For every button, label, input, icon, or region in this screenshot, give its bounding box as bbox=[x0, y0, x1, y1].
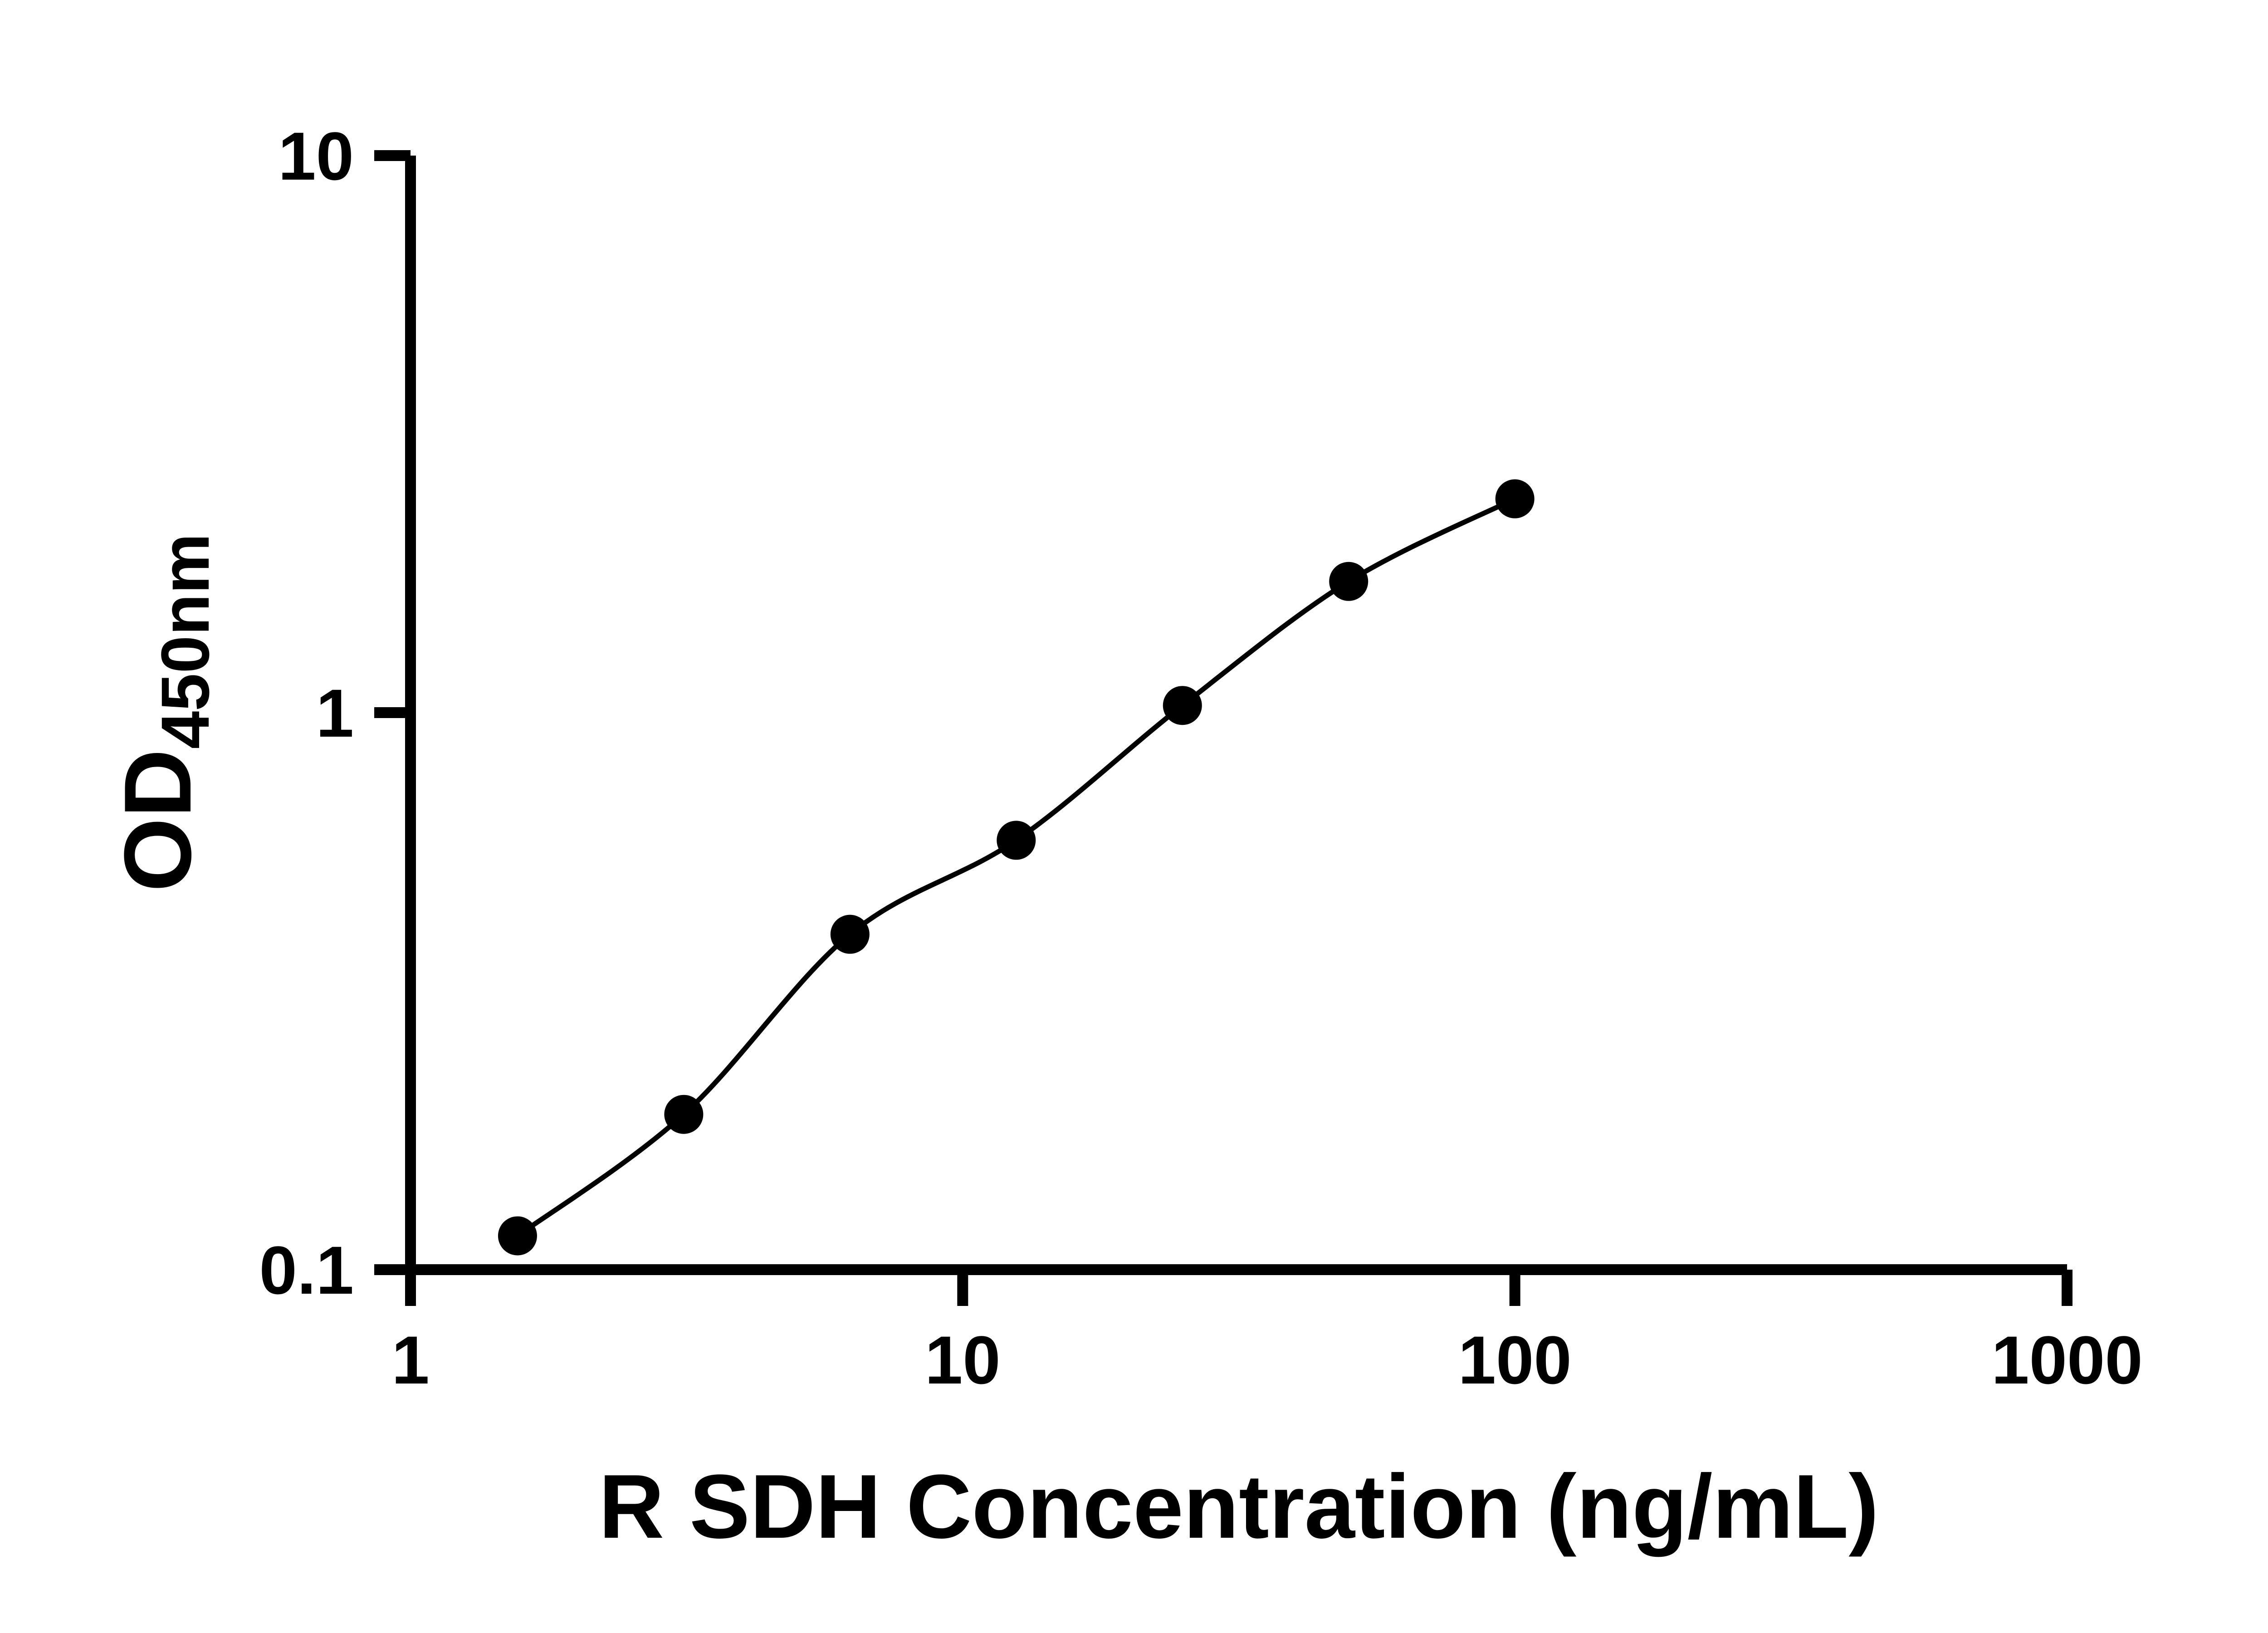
y-axis-title-sub: 450nm bbox=[147, 533, 223, 749]
x-tick-label: 1000 bbox=[1991, 1322, 2143, 1398]
y-tick-label: 1 bbox=[316, 675, 354, 751]
x-axis-title: R SDH Concentration (ng/mL) bbox=[599, 1456, 1879, 1557]
plot-area: 1 10 100 1000 0.1 1 10 bbox=[259, 118, 2142, 1398]
fit-curve bbox=[516, 496, 1516, 1238]
x-tick-label: 1 bbox=[391, 1322, 429, 1398]
y-tick-label: 0.1 bbox=[259, 1232, 354, 1308]
data-point bbox=[1495, 479, 1535, 518]
data-point bbox=[830, 914, 870, 954]
data-point bbox=[997, 821, 1036, 860]
data-point bbox=[1163, 686, 1202, 725]
x-tick-label: 10 bbox=[925, 1322, 1001, 1398]
x-tick-label: 100 bbox=[1458, 1322, 1572, 1398]
axes-spines bbox=[405, 156, 2067, 1275]
y-axis-title: OD450nm bbox=[104, 533, 223, 892]
data-point bbox=[664, 1095, 704, 1134]
y-axis-title-main: OD bbox=[104, 749, 211, 892]
data-point bbox=[498, 1216, 537, 1256]
data-point bbox=[1329, 562, 1369, 601]
y-tick-label: 10 bbox=[278, 118, 354, 194]
